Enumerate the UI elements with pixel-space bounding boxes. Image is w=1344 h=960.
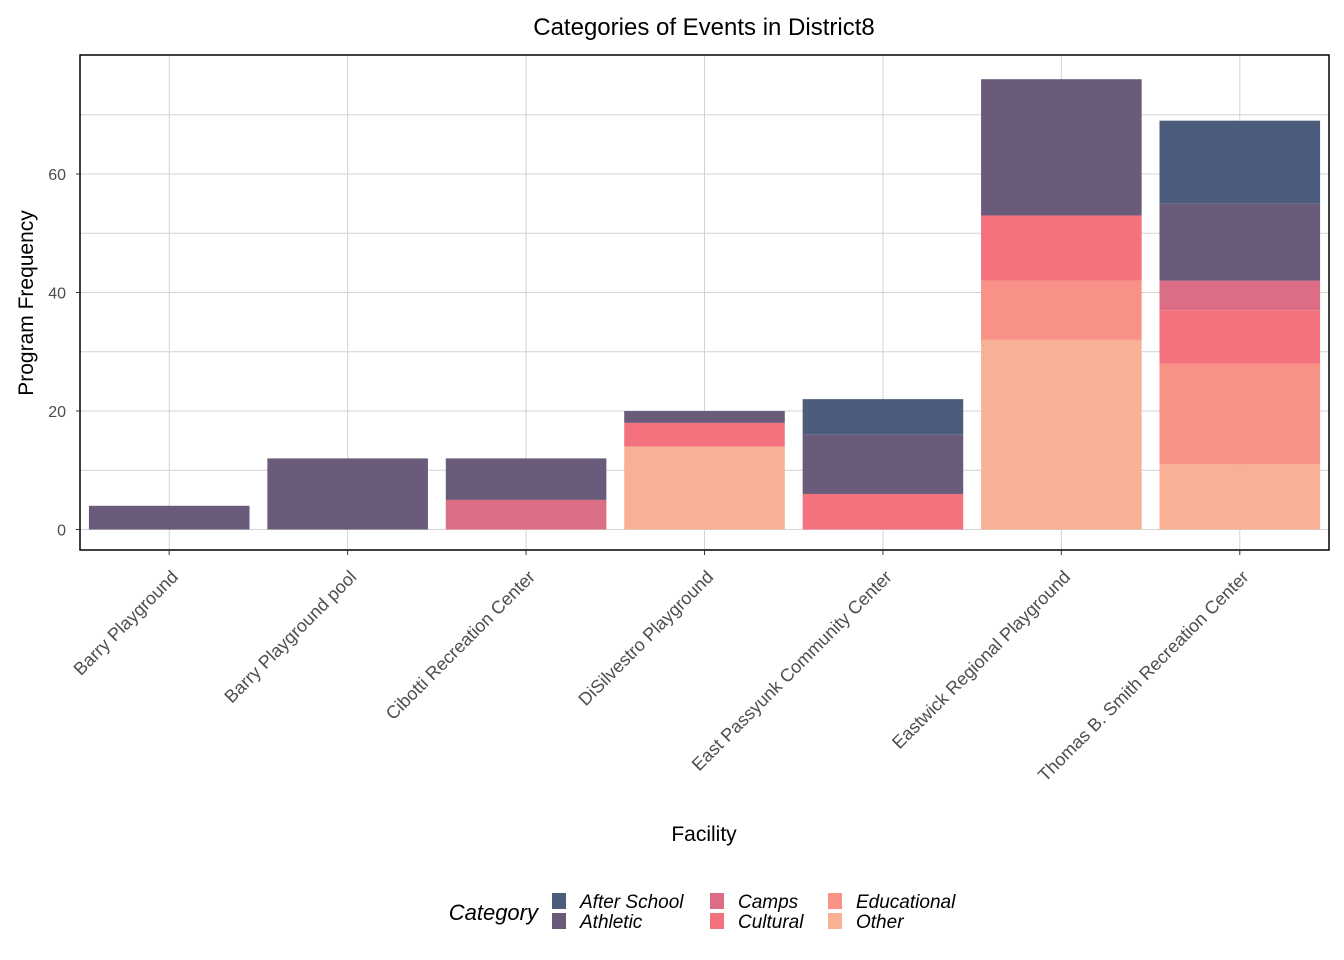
bar-segment (1159, 203, 1321, 281)
bars (88, 79, 1321, 530)
legend-key (828, 893, 842, 909)
bar-segment (445, 458, 607, 500)
bar-segment (624, 422, 785, 447)
legend-label: Camps (738, 892, 799, 913)
chart-title: Categories of Events in District8 (533, 14, 874, 41)
x-tick-label: Barry Playground pool (220, 567, 360, 707)
bar-segment (981, 215, 1142, 281)
legend-key (710, 913, 724, 929)
bar-segment (624, 411, 785, 423)
bar-segment (88, 505, 250, 530)
legend-label: Other (856, 912, 904, 933)
x-tick-label: Cibotti Recreation Center (382, 567, 539, 724)
bar-segment (1159, 464, 1321, 530)
bar-segment (802, 399, 964, 435)
legend-key (828, 913, 842, 929)
legend-label: Cultural (738, 912, 804, 933)
x-tick-label: Barry Playground (70, 567, 182, 679)
y-tick-label: 0 (57, 523, 66, 540)
bar-segment (981, 339, 1142, 530)
x-tick-label: DiSilvestro Playground (574, 567, 717, 710)
legend-label: Athletic (579, 912, 643, 933)
bar-segment (981, 79, 1142, 216)
x-tick-label: East Passyunk Community Center (688, 567, 896, 775)
bar-segment (802, 493, 964, 530)
bar-segment (1159, 120, 1321, 204)
x-axis-ticks: Barry Playground Barry Playground pool Cib… (70, 550, 1253, 785)
y-tick-label: 20 (48, 404, 66, 421)
y-tick-label: 40 (48, 286, 66, 303)
bar-segment (267, 458, 428, 530)
bar-segment (624, 446, 785, 530)
legend-label: After School (579, 892, 684, 913)
legend-key (710, 893, 724, 909)
x-tick-label: Thomas B. Smith Recreation Center (1034, 567, 1253, 786)
y-tick-label: 60 (48, 167, 66, 184)
legend-label: Educational (856, 892, 956, 913)
bar-segment (445, 499, 607, 530)
bar-segment (1159, 363, 1321, 465)
legend-title: Category (449, 900, 540, 925)
y-axis-ticks: 0 20 40 60 (48, 167, 80, 540)
bar-segment (981, 280, 1142, 340)
legend-key (552, 893, 566, 909)
x-tick-label: Eastwick Regional Playground (888, 567, 1074, 753)
y-axis-title: Program Frequency (15, 210, 38, 396)
legend-key (552, 913, 566, 929)
bar-segment (802, 434, 964, 494)
bar-segment (1159, 310, 1321, 364)
x-axis-title: Facility (671, 823, 737, 846)
bar-segment (1159, 280, 1321, 311)
